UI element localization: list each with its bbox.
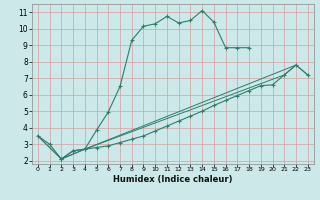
X-axis label: Humidex (Indice chaleur): Humidex (Indice chaleur) [113,175,233,184]
